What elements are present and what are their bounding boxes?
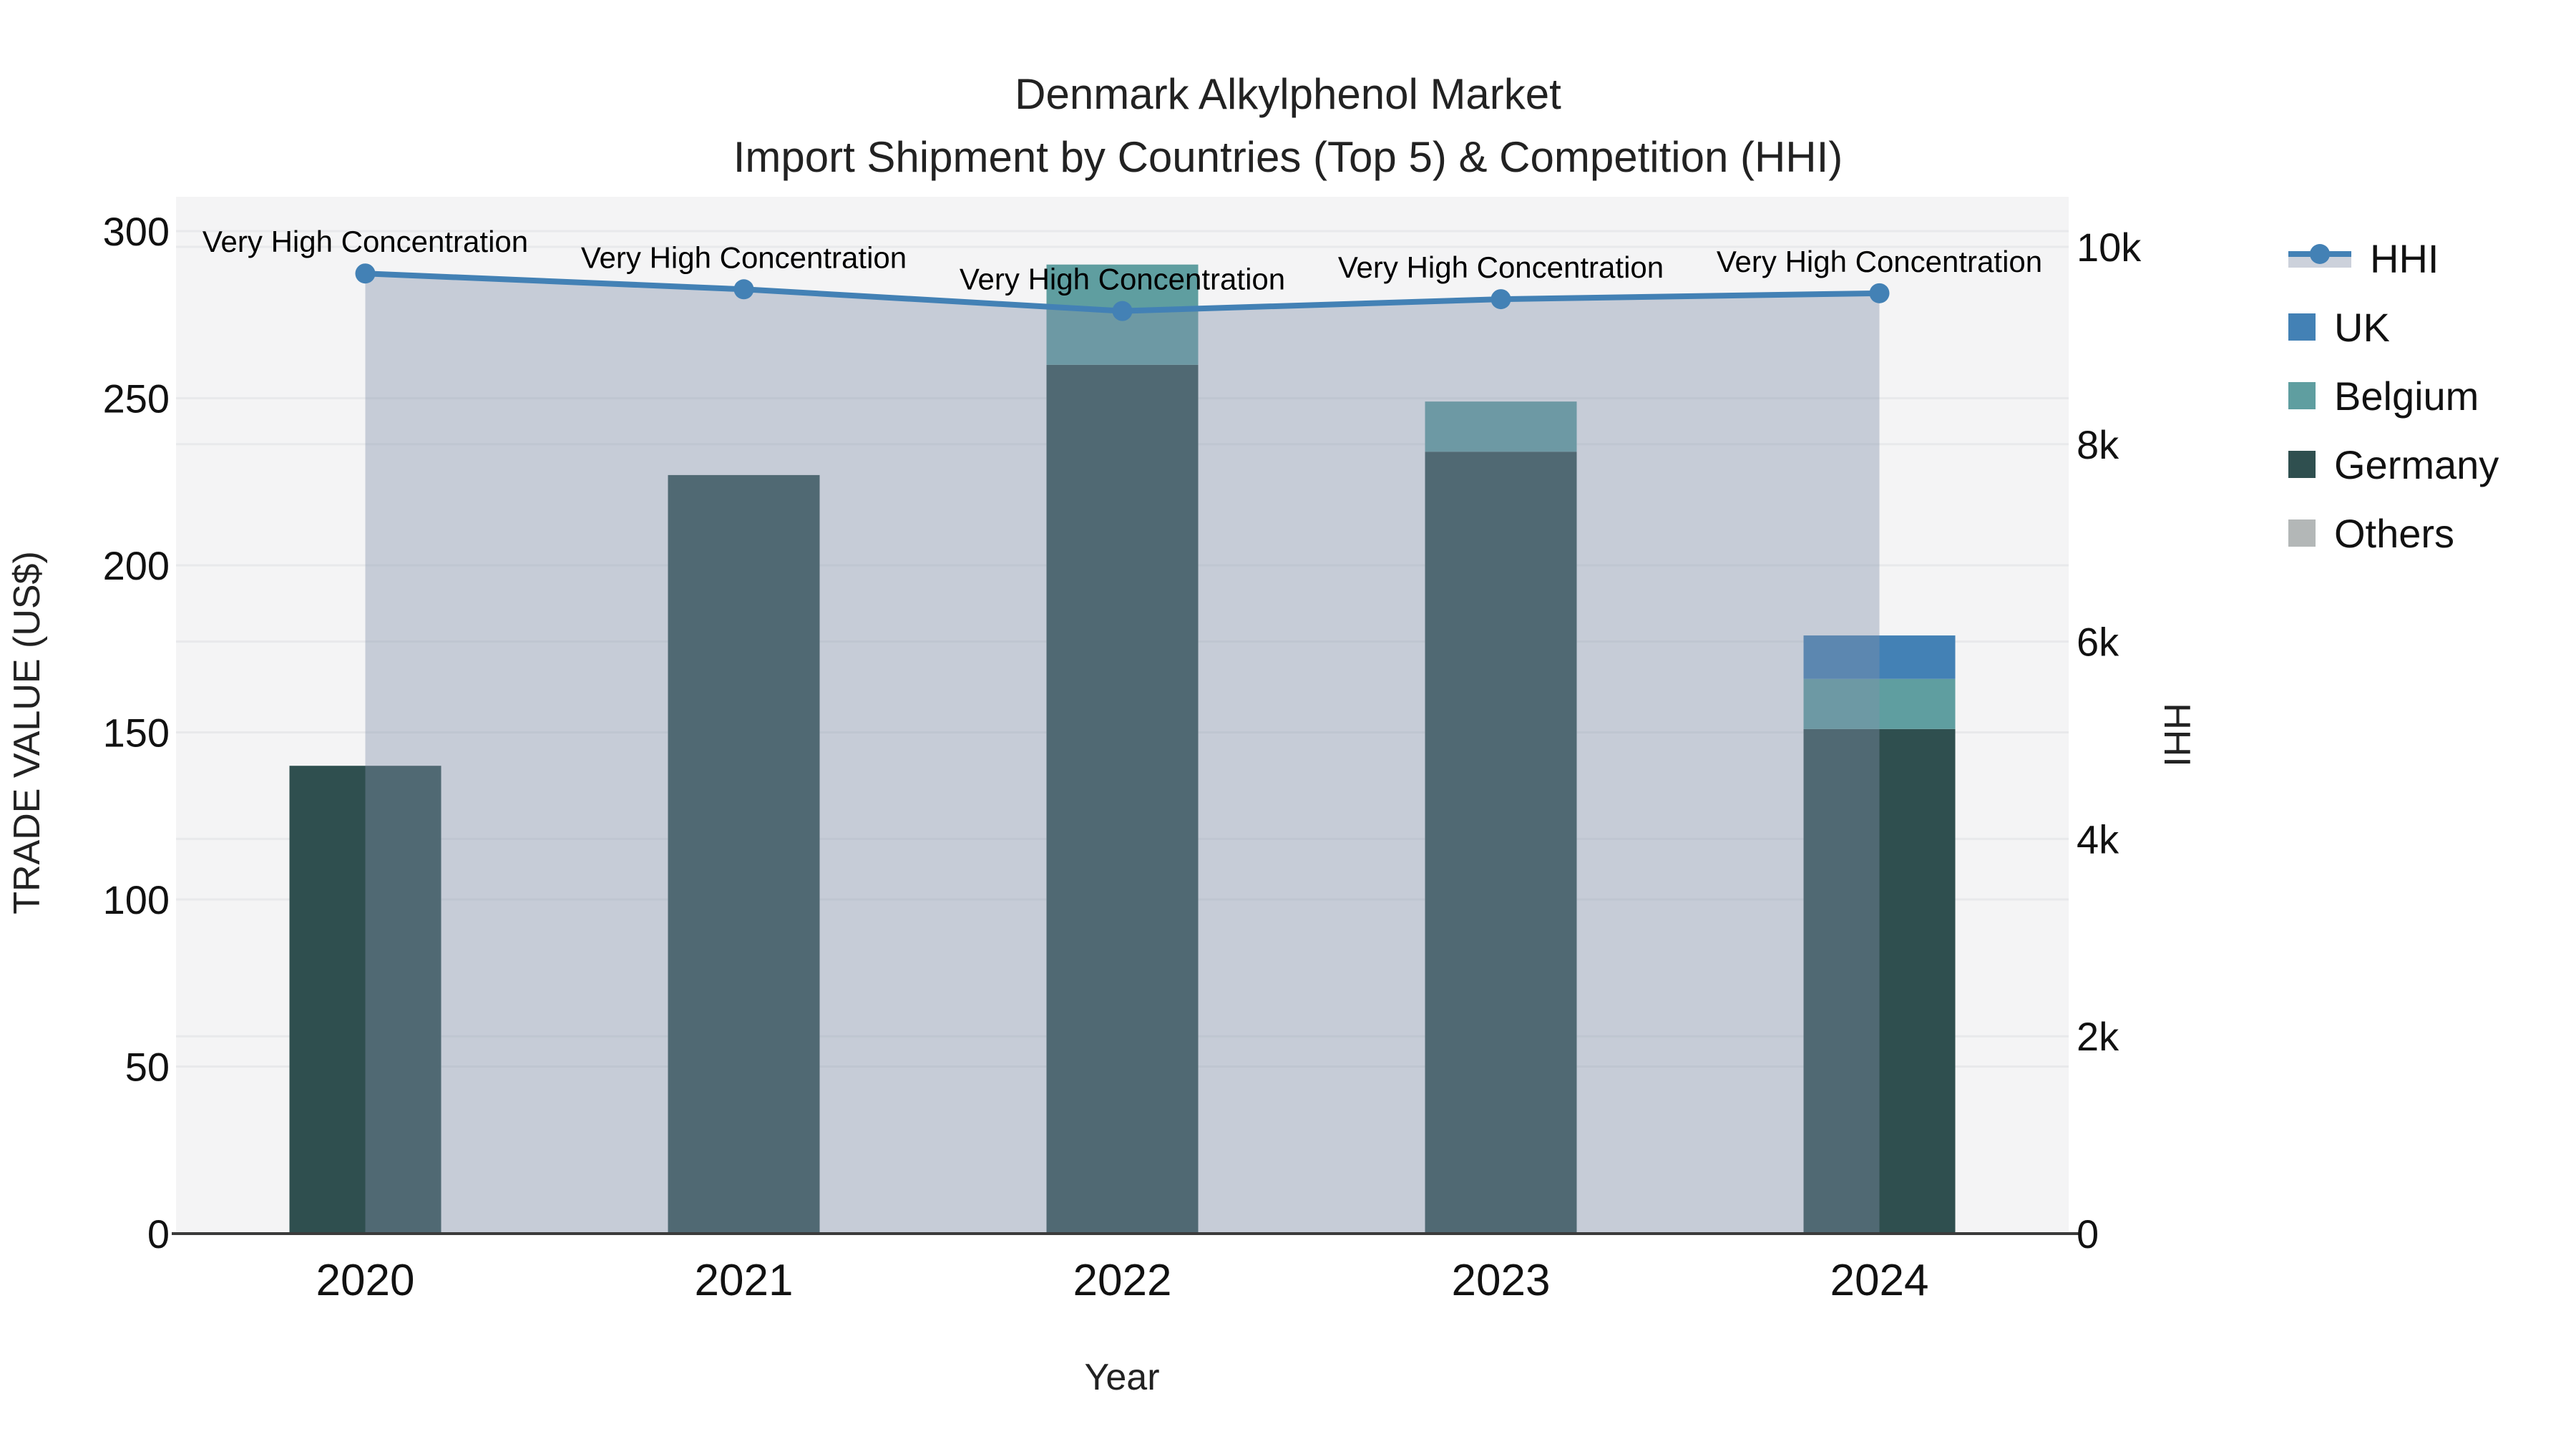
left-axis-title: TRADE VALUE (US$): [6, 551, 48, 914]
annotation-2020: Very High Concentration: [203, 225, 528, 258]
legend-item-germany[interactable]: Germany: [2288, 441, 2499, 487]
right-tick-label: 6k: [2077, 620, 2119, 665]
left-tick-label: 200: [103, 543, 170, 588]
hhi-area: [365, 273, 1880, 1234]
hhi-marker-2024[interactable]: [1869, 283, 1890, 303]
germany-swatch-icon: [2288, 451, 2316, 478]
hhi-line-icon: [2288, 243, 2351, 274]
hhi-marker-2022[interactable]: [1112, 301, 1133, 321]
right-axis-title: HHI: [2156, 703, 2197, 767]
right-tick-label: 10k: [2077, 225, 2142, 270]
chart-title-line1: Denmark Alkylphenol Market: [1015, 70, 1561, 118]
uk-swatch-icon: [2288, 313, 2316, 341]
right-tick-label: 2k: [2077, 1014, 2119, 1059]
left-tick-label: 300: [103, 209, 170, 254]
bar-segment-germany-2021[interactable]: [668, 474, 820, 1234]
right-tick-label: 8k: [2077, 422, 2119, 467]
legend-label: HHI: [2370, 235, 2439, 281]
left-tick-label: 0: [147, 1211, 170, 1257]
x-tick-label: 2021: [695, 1256, 794, 1305]
legend-item-belgium[interactable]: Belgium: [2288, 373, 2499, 419]
legend-label: Others: [2334, 510, 2455, 556]
hhi-marker-2020[interactable]: [355, 263, 376, 284]
legend-label: Germany: [2334, 441, 2499, 487]
bar-segment-germany-2023[interactable]: [1425, 452, 1577, 1234]
bar-segment-belgium-2024[interactable]: [1803, 678, 1956, 729]
x-axis-title: Year: [1084, 1357, 1160, 1398]
others-swatch-icon: [2288, 519, 2316, 547]
x-tick-label: 2024: [1830, 1256, 1929, 1305]
bar-segment-germany-2022[interactable]: [1046, 364, 1199, 1234]
annotation-2023: Very High Concentration: [1338, 250, 1664, 284]
bar-segment-germany-2020[interactable]: [289, 766, 441, 1234]
annotation-2021: Very High Concentration: [581, 240, 907, 274]
right-tick-label: 4k: [2077, 816, 2119, 862]
legend-item-hhi[interactable]: HHI: [2288, 235, 2499, 281]
legend-item-uk[interactable]: UK: [2288, 304, 2499, 350]
hhi-marker-2021[interactable]: [733, 279, 754, 300]
legend-label: Belgium: [2334, 373, 2479, 419]
legend-item-others[interactable]: Others: [2288, 510, 2499, 556]
bar-segment-germany-2024[interactable]: [1803, 728, 1956, 1234]
left-tick-label: 50: [125, 1045, 170, 1090]
left-tick-label: 100: [103, 877, 170, 922]
x-tick-label: 2020: [316, 1256, 415, 1305]
hhi-marker-2023[interactable]: [1491, 289, 1511, 310]
legend-label: UK: [2334, 304, 2390, 350]
bar-segment-uk-2024[interactable]: [1803, 635, 1956, 679]
left-tick-label: 250: [103, 376, 170, 421]
x-tick-label: 2022: [1073, 1256, 1172, 1305]
chart-title-line2: Import Shipment by Countries (Top 5) & C…: [733, 133, 1843, 181]
right-tick-label: 0: [2077, 1211, 2099, 1257]
left-tick-label: 150: [103, 711, 170, 756]
x-tick-label: 2023: [1452, 1256, 1551, 1305]
legend: HHI UK Belgium Germany Others: [2288, 235, 2499, 556]
bar-segment-belgium-2023[interactable]: [1425, 401, 1577, 452]
chart-title: Denmark Alkylphenol Market Import Shipme…: [0, 63, 2576, 189]
annotation-2024: Very High Concentration: [1717, 245, 2042, 278]
annotation-2022: Very High Concentration: [960, 263, 1285, 296]
belgium-swatch-icon: [2288, 382, 2316, 409]
